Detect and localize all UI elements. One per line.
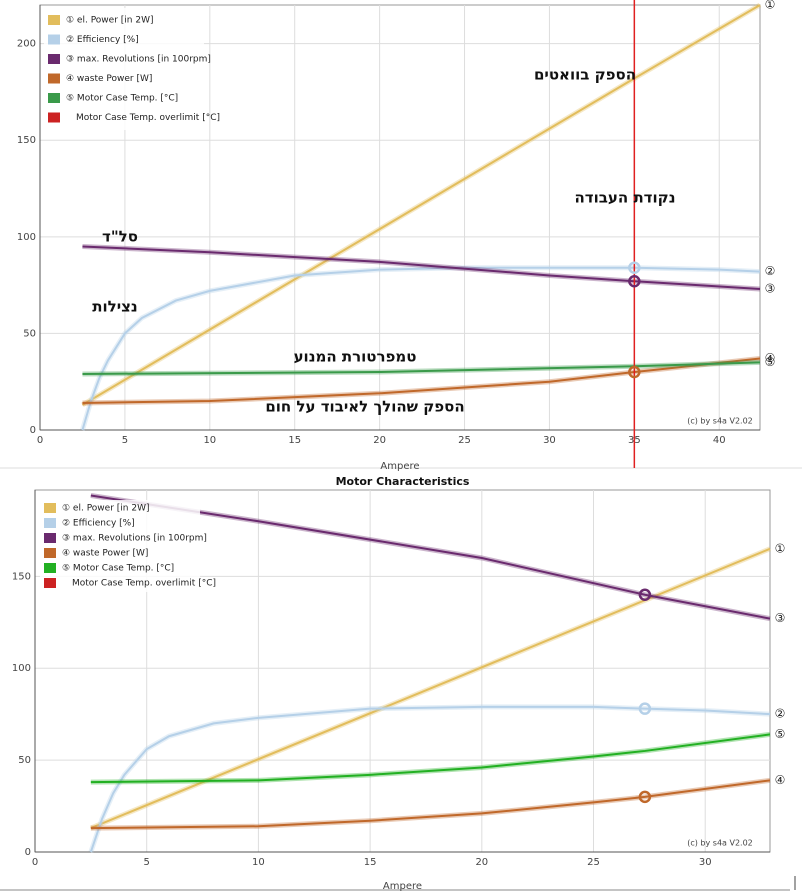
legend-swatch [44,578,56,588]
end-label: ③ [765,281,776,295]
y-tick-label: 200 [17,39,36,50]
legend-swatch [48,34,60,45]
end-label: ① [775,541,786,555]
series-line [81,266,761,431]
x-tick-label: 25 [458,435,471,446]
legend-label: ① el. Power [in 2W] [62,504,149,514]
x-tick-label: 5 [144,857,150,868]
y-tick-label: 150 [17,135,36,146]
legend-swatch [44,518,56,528]
legend-swatch [48,54,60,64]
y-tick-label: 50 [18,755,31,766]
end-label: ③ [775,611,786,625]
credit: (c) by s4a V2.02 [687,417,753,426]
legend-label: Motor Case Temp. overlimit [°C] [72,579,216,589]
operating-point [638,588,652,601]
legend-label: ③ max. Revolutions [in 100rpm] [62,534,207,544]
x-tick-label: 40 [713,435,726,446]
legend-label: ④ waste Power [W] [62,549,148,559]
annotation: טמפרטורת המנוע [294,348,417,366]
series-line [82,361,761,375]
end-label: ② [775,707,786,721]
annotation: סל"ד [102,228,138,246]
legend-swatch [44,503,56,513]
x-tick-label: 30 [699,857,712,868]
legend-swatch [44,563,56,573]
operating-point [628,365,641,379]
series-line [82,245,761,290]
legend-swatch [48,73,60,84]
x-tick-label: 20 [475,857,488,868]
y-tick-label: 150 [12,571,31,582]
legend-label: ④ waste Power [W] [66,74,152,84]
annotation: נקודת העבודה [575,189,676,207]
end-label: ⑤ [765,355,776,369]
legend-label: ② Efficiency [%] [62,519,135,529]
y-tick-label: 100 [12,663,31,674]
x-tick-label: 15 [364,857,377,868]
legend-label: ⑤ Motor Case Temp. [°C] [66,94,178,104]
legend-swatch [48,93,60,103]
chart-title: Motor Characteristics [336,475,470,488]
legend-label: ① el. Power [in 2W] [66,16,153,26]
end-label: ⑤ [775,727,786,741]
annotation: הספק שהולך לאיבוד על חום [265,398,464,416]
end-label: ② [765,264,776,278]
x-axis-label: Ampere [383,881,422,892]
operating-point [628,275,641,288]
x-tick-label: 0 [32,857,38,868]
legend-swatch [44,533,56,543]
x-tick-label: 10 [252,857,265,868]
end-label: ④ [775,773,786,787]
x-axis-label: Ampere [380,461,419,472]
end-label: ④ [765,351,776,365]
legend-swatch [48,15,60,25]
legend-box [40,500,200,592]
operating-point [638,790,652,804]
operating-point [638,702,652,715]
end-label: ① [765,0,776,12]
x-tick-label: 10 [203,435,216,446]
x-tick-label: 30 [543,435,556,446]
x-tick-label: 25 [587,857,600,868]
legend-label: ② Efficiency [%] [66,35,139,45]
series-line [90,779,771,830]
legend-label: Motor Case Temp. overlimit [°C] [76,113,220,123]
legend-swatch [48,112,60,123]
credit: (c) by s4a V2.02 [687,839,753,848]
legend-label: ⑤ Motor Case Temp. [°C] [62,564,174,574]
legend-box [44,8,204,130]
series-line [90,494,771,620]
y-tick-label: 100 [17,232,36,243]
annotation: הספק בוואטים [534,66,636,84]
y-tick-label: 0 [25,847,31,858]
y-tick-label: 50 [23,328,36,339]
x-tick-label: 0 [37,435,43,446]
legend-swatch [44,548,56,558]
annotation: נצילות [92,298,137,316]
legend-label: ③ max. Revolutions [in 100rpm] [66,55,211,65]
y-tick-label: 0 [30,425,36,436]
x-tick-label: 20 [373,435,386,446]
x-tick-label: 15 [288,435,301,446]
series-line [90,733,771,784]
operating-point [628,261,641,274]
series-line [89,705,771,853]
x-tick-label: 5 [122,435,128,446]
